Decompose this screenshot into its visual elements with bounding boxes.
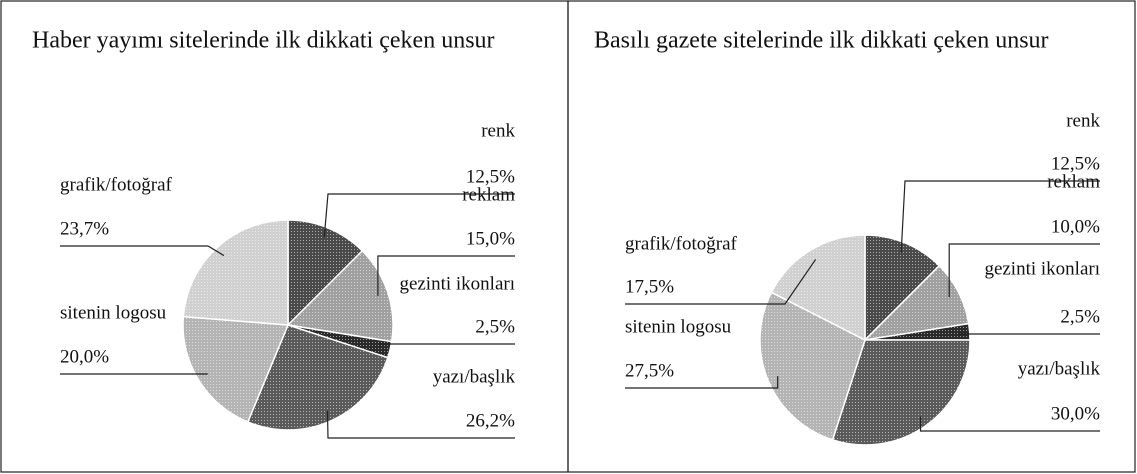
slice-label: gezinti ikonları [399,273,515,294]
leader-line [377,255,515,296]
leader-line [625,259,817,305]
leader-line [60,245,225,257]
slice-label: sitenin logosu [625,316,732,337]
leader-line [625,376,779,389]
leader-line [326,410,515,439]
slice-label: sitenin logosu [60,302,167,323]
value-label: 10,0% [1051,216,1100,237]
slice-texture [865,235,940,340]
value-label: 12,5% [466,166,515,187]
value-label: 17,5% [625,276,674,297]
slice-label: reklam [462,184,515,205]
slice-texture [288,220,363,325]
chart-title: Haber yayımı sitelerinde ilk dikkati çek… [32,28,495,54]
slice-texture [865,323,970,340]
slice-label: reklam [1047,171,1100,192]
value-label: 26,2% [466,410,515,431]
slice-texture [183,220,288,325]
slice-texture [247,325,388,431]
value-label: 12,5% [1051,153,1100,174]
value-label: 30,0% [1051,403,1100,424]
panel-frame [567,0,1136,473]
value-label: 27,5% [625,360,674,381]
value-label: 2,5% [1060,306,1100,327]
leader-line [919,416,1100,432]
leader-line [948,243,1100,298]
slice-label: gezinti ikonları [984,258,1100,279]
value-label: 20,0% [60,346,109,367]
slice-texture [865,265,969,340]
value-label: 23,7% [60,218,109,239]
slice-texture [183,316,288,422]
slice-label: grafik/fotoğraf [625,233,738,254]
leader-line [323,193,515,238]
slice-texture [760,292,865,440]
value-label: 2,5% [475,316,515,337]
slice-label: yazı/başlık [1018,358,1101,379]
chart-title: Basılı gazete sitelerinde ilk dikkati çe… [594,28,1049,54]
slice-texture [832,340,970,445]
slice-label: grafik/fotoğraf [60,174,173,195]
slice-texture [771,235,865,340]
value-label: 15,0% [466,228,515,249]
leader-line [958,332,1100,335]
slice-label: yazı/başlık [433,366,516,387]
slice-texture [288,250,393,342]
leader-line [900,180,1100,253]
slice-label: renk [1066,110,1100,131]
leader-line [379,343,515,348]
slice-label: renk [481,120,515,141]
